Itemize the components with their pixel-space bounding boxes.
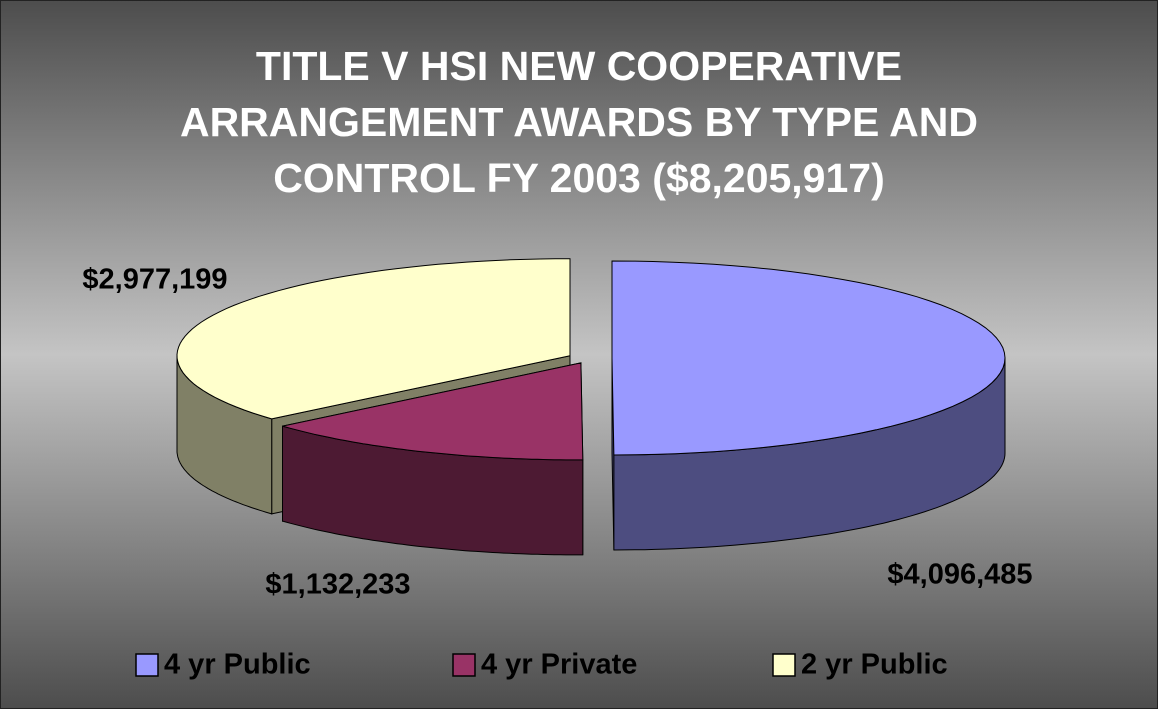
legend-label: 4 yr Private [481, 649, 637, 681]
legend-label: 4 yr Public [164, 649, 311, 681]
slice [176, 258, 571, 420]
slice [282, 362, 584, 461]
data-label: $2,977,199 [82, 264, 227, 296]
data-label: $1,132,233 [265, 569, 410, 601]
legend-swatch [452, 653, 476, 677]
legend-swatch [135, 653, 159, 677]
chart-title: TITLE V HSI NEW COOPERATIVE ARRANGEMENT … [179, 43, 979, 201]
data-label: $4,096,485 [887, 559, 1032, 591]
legend-label: 2 yr Public [801, 649, 948, 681]
legend-swatch [772, 653, 796, 677]
slice [611, 260, 1006, 456]
